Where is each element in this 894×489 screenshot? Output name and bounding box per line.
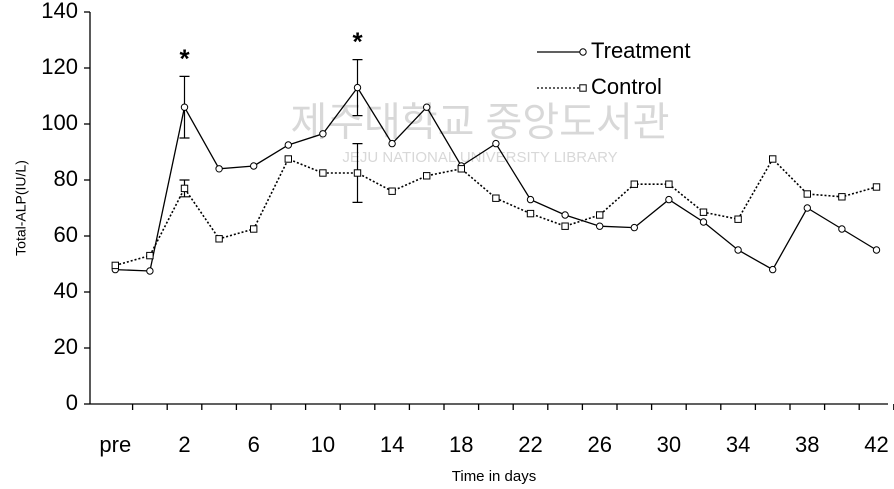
- point: [319, 130, 327, 138]
- point: [215, 165, 223, 173]
- significance-mark: *: [352, 26, 363, 56]
- watermark: JEJU NATIONAL UNIVERSITY LIBRARY: [342, 149, 617, 166]
- x-tick-label: 2: [178, 432, 190, 457]
- y-tick-label: 60: [54, 222, 78, 247]
- point: [769, 155, 777, 163]
- watermark: 제주대학교 중앙도서관: [290, 101, 669, 145]
- point: [146, 251, 154, 260]
- x-tick-label: 26: [587, 432, 611, 457]
- point: [492, 139, 500, 148]
- x-tick-label: 22: [518, 432, 542, 457]
- point: [250, 162, 258, 170]
- point: [872, 183, 881, 191]
- point: [526, 209, 535, 218]
- x-tick-label: pre: [99, 432, 131, 457]
- point: [872, 246, 881, 254]
- point: [838, 225, 846, 233]
- x-tick-label: 10: [311, 432, 335, 457]
- point: [146, 267, 154, 275]
- point: [284, 155, 293, 163]
- point: [838, 193, 846, 201]
- point: [699, 218, 708, 226]
- y-tick-label: 40: [54, 278, 78, 303]
- point: [388, 187, 396, 195]
- point: [492, 194, 500, 202]
- point: [561, 222, 569, 230]
- point: [665, 195, 673, 204]
- y-tick-label: 100: [41, 110, 78, 135]
- point: [699, 208, 708, 216]
- point: [526, 195, 535, 204]
- legend-marker: [579, 48, 587, 56]
- x-tick-label: 30: [657, 432, 681, 457]
- point: [630, 223, 638, 232]
- y-tick-label: 0: [66, 390, 78, 415]
- point: [596, 211, 604, 219]
- significance-mark: *: [179, 43, 190, 73]
- x-tick-label: 14: [380, 432, 404, 457]
- series-line: [115, 157, 877, 267]
- point: [423, 172, 431, 180]
- legend-label: Treatment: [591, 38, 690, 63]
- y-tick-label: 20: [54, 334, 78, 359]
- point: [388, 139, 396, 148]
- point: [803, 190, 811, 198]
- x-tick-label: 42: [864, 432, 888, 457]
- y-axis-label: Total-ALP(IU/L): [13, 160, 29, 256]
- point: [457, 165, 466, 173]
- x-tick-label: 34: [726, 432, 750, 457]
- point: [250, 225, 258, 233]
- point: [734, 215, 742, 223]
- point: [215, 235, 223, 243]
- x-tick-label: 38: [795, 432, 819, 457]
- point: [284, 141, 292, 149]
- legend-label: Control: [591, 74, 662, 99]
- point: [561, 211, 569, 219]
- y-tick-label: 80: [54, 166, 78, 191]
- point: [596, 222, 604, 230]
- y-tick-label: 120: [41, 54, 78, 79]
- point: [180, 103, 189, 111]
- x-tick-label: 6: [248, 432, 260, 457]
- point: [630, 180, 638, 188]
- point: [180, 184, 189, 193]
- point: [353, 83, 362, 92]
- point: [665, 180, 673, 188]
- point: [423, 103, 431, 111]
- point: [111, 261, 119, 270]
- point: [803, 204, 811, 212]
- x-tick-label: 18: [449, 432, 473, 457]
- point: [353, 169, 362, 177]
- x-axis-label: Time in days: [452, 468, 536, 485]
- legend-marker: [579, 84, 587, 92]
- point: [734, 246, 742, 254]
- point: [319, 169, 327, 177]
- point: [769, 265, 777, 274]
- y-tick-label: 140: [41, 0, 78, 23]
